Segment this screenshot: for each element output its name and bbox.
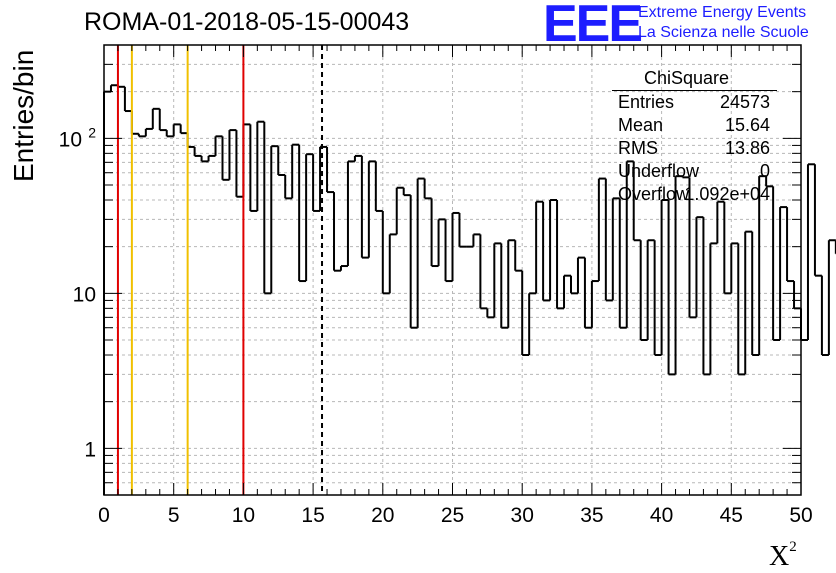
- y-tick-label: 1: [84, 438, 96, 461]
- stats-divider: [612, 90, 777, 91]
- x-tick-label: 0: [98, 504, 110, 527]
- x-tick-label: 5: [168, 504, 180, 527]
- stats-label: RMS: [618, 138, 658, 158]
- x-tick-label: 20: [371, 504, 394, 527]
- x-axis-label: X2: [769, 539, 797, 573]
- x-axis-label-base: X: [769, 541, 790, 572]
- y-axis-label: Entries/bin: [8, 49, 39, 182]
- stats-label: Mean: [618, 115, 664, 135]
- stats-value: 24573: [719, 92, 770, 112]
- chart-title: ROMA-01-2018-05-15-00043: [84, 8, 410, 36]
- x-tick-label: 50: [789, 504, 812, 527]
- eee-logo: EEE: [543, 0, 643, 53]
- x-axis-label-superscript: 2: [789, 539, 797, 555]
- stats-row-overflow: Overflow 1.092e+04: [618, 184, 770, 206]
- x-tick-label: 25: [441, 504, 464, 527]
- stats-label: Overflow: [618, 184, 690, 204]
- logo-caption-line2: La Scienza nelle Scuole: [638, 24, 809, 41]
- stats-title: ChiSquare: [644, 68, 730, 88]
- x-tick-label: 10: [232, 504, 255, 527]
- x-tick-label: 45: [720, 504, 743, 527]
- x-tick-label: 30: [511, 504, 534, 527]
- stats-value: 13.86: [724, 138, 770, 158]
- y-tick-label: 10: [73, 283, 96, 306]
- stats-row-mean: Mean 15.64: [618, 115, 770, 137]
- x-tick-label: 40: [650, 504, 673, 527]
- stats-row-entries: Entries 24573: [618, 92, 770, 114]
- stats-row-rms: RMS 13.86: [618, 138, 770, 160]
- x-tick-label: 35: [580, 504, 603, 527]
- stats-label: Entries: [618, 92, 675, 112]
- stats-value: 1.092e+04: [684, 184, 770, 204]
- y-tick-label: 10: [59, 128, 82, 151]
- y-tick-label-exponent: 2: [88, 124, 96, 140]
- stats-value: 0: [759, 161, 770, 181]
- logo-caption-line1: Extreme Energy Events: [638, 4, 807, 21]
- stats-value: 15.64: [724, 115, 770, 135]
- stats-label: Underflow: [618, 161, 700, 181]
- stats-row-underflow: Underflow 0: [618, 161, 770, 183]
- x-tick-label: 15: [301, 504, 324, 527]
